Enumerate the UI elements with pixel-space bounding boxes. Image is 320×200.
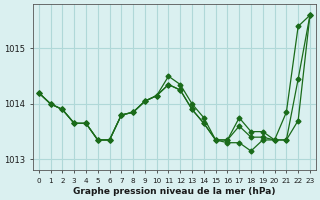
X-axis label: Graphe pression niveau de la mer (hPa): Graphe pression niveau de la mer (hPa) xyxy=(73,187,276,196)
